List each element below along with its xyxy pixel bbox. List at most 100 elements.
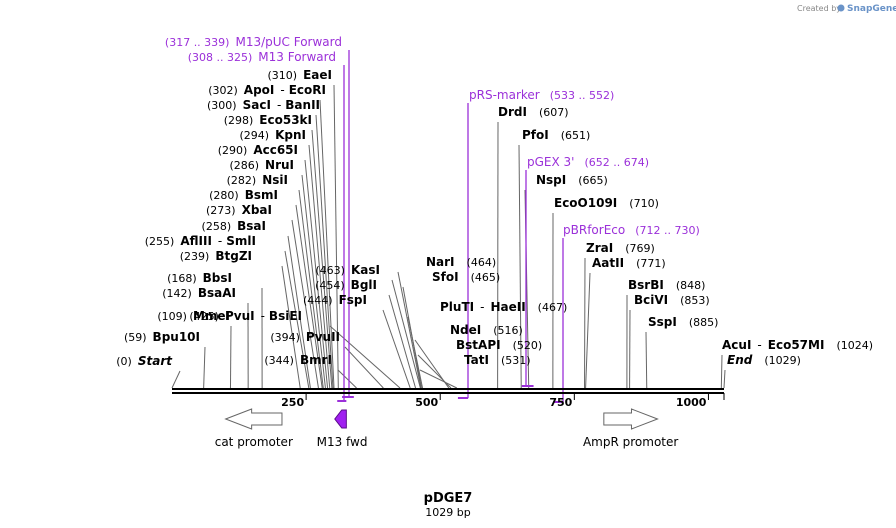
site-bsai-pos: (258) [202,220,232,233]
site-label-tati: TatI (531) [464,353,531,367]
site-pvuii-ename: PvuII [306,330,340,344]
site-zrai-pos: (769) [625,242,655,255]
site-pfoi-ename: PfoI [522,128,549,142]
site-nsii-pos: (282) [227,174,257,187]
site-label-apoi: (302) ApoI - EcoRI [208,83,326,97]
site-label-start: (0) Start [116,354,173,368]
site-sep: - [480,300,484,314]
site-bsrbi-pos: (848) [676,279,706,292]
site-sep: - [757,338,761,352]
site-label-sspi: SspI (885) [648,315,718,329]
site-mmei-ename: MmeI [193,309,230,323]
site-bstapi-pos: (520) [513,339,543,352]
leader-lines [171,84,726,389]
leader-aatii [585,272,591,389]
site-ndei-ename: NdeI [450,323,481,337]
site-ndei-pos: (516) [493,324,523,337]
site-bsaai-pos: (142) [162,287,192,300]
site-drdi-ename: DrdI [498,105,527,119]
feature-m13f-arrow [334,409,347,429]
leader-start [171,370,181,389]
site-bmri-pos: (344) [264,354,294,367]
site-bpu10i-pos: (59) [124,331,147,344]
site-nrui-pos: (286) [229,159,259,172]
ruler-tick-label: 750 [549,396,572,409]
features: cat promoter M13 fwd AmpR promoter [215,408,678,449]
site-sfoi-ename: SfoI [432,270,459,284]
leader-fspi [382,309,411,389]
primer-label-prs: pRS-marker (533 .. 552) [469,88,614,102]
site-acc65i-pos: (290) [218,144,248,157]
site-start-ename: Start [138,354,173,368]
site-nsii-ename: NsiI [262,173,288,187]
primer-name: pBRforEco [563,223,625,237]
leader-tati [419,369,458,389]
ruler-tick-label: 1000 [676,396,707,409]
primer-name: M13 Forward [258,50,336,64]
site-label-bsai: (258) BsaI [202,219,266,233]
map-length: 1029 bp [425,506,470,519]
site-btgzi-ename: BtgZI [215,249,252,263]
leader-kpni [308,144,331,389]
site-aflIII-ename: SmlI [226,234,256,248]
leader-bgli [388,294,417,389]
site-pvuii-pos: (394) [270,331,300,344]
site-end-pos: (1029) [764,354,801,367]
site-label-eco53ki: (298) Eco53kI [224,113,312,127]
feature-ampr-label: AmpR promoter [583,435,678,449]
leader-xbai [291,219,319,389]
site-pluti-pos: (467) [538,301,568,314]
site-sspi-ename: SspI [648,315,677,329]
site-ecoo109i-pos: (710) [629,197,659,210]
site-label-bsrbi: BsrBI (848) [628,278,705,292]
leader-nsii [298,189,324,389]
site-fspi-ename: FspI [339,293,367,307]
site-bsmi-pos: (280) [209,189,239,202]
site-eaei-pos: (310) [268,69,298,82]
site-tati-ename: TatI [464,353,489,367]
primer-label-m13puc: (317 .. 339) M13/pUC Forward [165,35,342,49]
primer-name: pRS-marker [469,88,540,102]
site-kasi-ename: KasI [351,263,380,277]
primer-label-m13fwd: (308 .. 325) M13 Forward [188,50,336,64]
site-label-btgzi: (239) BtgZI [180,249,252,263]
primer-range: (533 .. 552) [550,89,615,102]
leader-pvuii [344,346,384,389]
leader-acui [720,354,723,389]
site-label-ecoo109i: EcoO109I (710) [554,196,659,210]
site-sep: - [218,234,222,248]
site-labels: (0) Start (59) Bpu10I (109) MmeI(142) BsaAI(16… [116,68,873,368]
leader-btgzi [281,265,301,389]
site-end-ename: End [727,353,753,367]
site-label-zrai: ZraI (769) [586,241,655,255]
site-label-pvui: (425) PvuI - BsiEI [189,309,302,323]
primer-label-pgex3: pGEX 3' (652 .. 674) [527,155,649,169]
site-nari-ename: NarI [426,255,455,269]
site-nrui-ename: NruI [265,158,294,172]
site-label-sfoi: SfoI (465) [432,270,500,284]
site-label-bpu10i: (59) Bpu10I [124,330,200,344]
site-pvui-pos: (425) [189,310,219,323]
site-bgli-pos: (454) [315,279,345,292]
site-label-nsii: (282) NsiI [227,173,288,187]
site-fspi-pos: (444) [303,294,333,307]
site-bsai-ename: BsaI [237,219,266,233]
site-label-aflIII: (255) AflIII - SmlI [145,234,256,248]
leader-pluti [407,316,424,389]
feature-cat-label: cat promoter [215,435,293,449]
leader-pfoi [518,144,522,389]
site-bsmi-ename: BsmI [245,188,278,202]
dna-backbone: 250 500 750 1000 [172,388,725,409]
site-start-pos: (0) [116,355,132,368]
leader-eaei [333,84,339,389]
site-bsrbi-ename: BsrBI [628,278,664,292]
site-label-bsaai: (142) BsaAI [162,286,236,300]
site-tati-pos: (531) [501,354,531,367]
site-sfoi-pos: (465) [471,271,501,284]
site-apoi-ename: ApoI [244,83,275,97]
snapgene-logo-icon [837,4,845,12]
leader-apoi [319,99,335,389]
site-nspi-pos: (665) [578,174,608,187]
leader-mmei [229,325,232,389]
